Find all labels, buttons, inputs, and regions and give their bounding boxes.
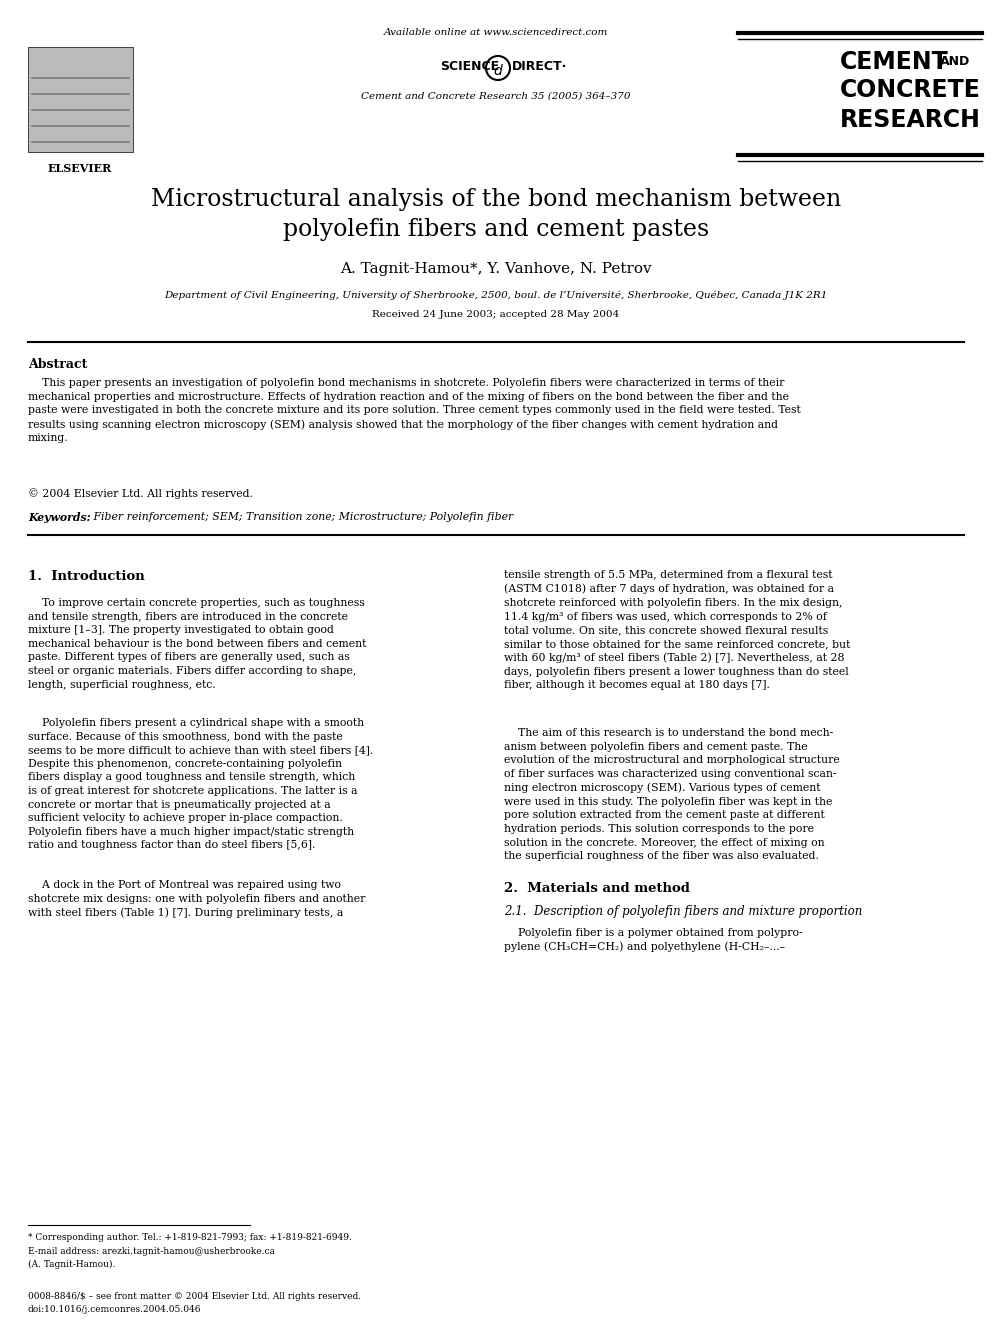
Text: Polyolefin fibers present a cylindrical shape with a smooth
surface. Because of : Polyolefin fibers present a cylindrical … [28, 718, 373, 851]
Text: Received 24 June 2003; accepted 28 May 2004: Received 24 June 2003; accepted 28 May 2… [372, 310, 620, 319]
Text: Polyolefin fiber is a polymer obtained from polypro-
pylene (CH₃CH=CH₂) and poly: Polyolefin fiber is a polymer obtained f… [504, 927, 803, 953]
Bar [28, 48, 133, 152]
Text: doi:10.1016/j.cemconres.2004.05.046: doi:10.1016/j.cemconres.2004.05.046 [28, 1304, 201, 1314]
Text: DIRECT·: DIRECT· [512, 60, 567, 73]
Text: Available online at www.sciencedirect.com: Available online at www.sciencedirect.co… [384, 28, 608, 37]
Text: 2.1.  Description of polyolefin fibers and mixture proportion: 2.1. Description of polyolefin fibers an… [504, 905, 862, 918]
Text: * Corresponding author. Tel.: +1-819-821-7993; fax: +1-819-821-6949.: * Corresponding author. Tel.: +1-819-821… [28, 1233, 352, 1242]
Text: Cement and Concrete Research 35 (2005) 364–370: Cement and Concrete Research 35 (2005) 3… [361, 93, 631, 101]
Text: polyolefin fibers and cement pastes: polyolefin fibers and cement pastes [283, 218, 709, 241]
Text: (A. Tagnit-Hamou).: (A. Tagnit-Hamou). [28, 1259, 115, 1269]
Text: Microstructural analysis of the bond mechanism between: Microstructural analysis of the bond mec… [151, 188, 841, 210]
Text: 1.  Introduction: 1. Introduction [28, 570, 145, 583]
Text: CONCRETE: CONCRETE [840, 78, 981, 102]
Text: SCIENCE: SCIENCE [440, 60, 499, 73]
Text: RESEARCH: RESEARCH [840, 108, 981, 132]
Text: ELSEVIER: ELSEVIER [48, 163, 112, 175]
Text: © 2004 Elsevier Ltd. All rights reserved.: © 2004 Elsevier Ltd. All rights reserved… [28, 488, 253, 499]
Text: A dock in the Port of Montreal was repaired using two
shotcrete mix designs: one: A dock in the Port of Montreal was repai… [28, 880, 365, 918]
Text: The aim of this research is to understand the bond mech-
anism between polyolefi: The aim of this research is to understan… [504, 728, 840, 861]
Text: AND: AND [940, 56, 970, 67]
Text: E-mail address: arezki.tagnit-hamou@usherbrooke.ca: E-mail address: arezki.tagnit-hamou@ushe… [28, 1248, 275, 1256]
Text: This paper presents an investigation of polyolefin bond mechanisms in shotcrete.: This paper presents an investigation of … [28, 378, 801, 443]
Text: Keywords:: Keywords: [28, 512, 90, 523]
Text: A. Tagnit-Hamou*, Y. Vanhove, N. Petrov: A. Tagnit-Hamou*, Y. Vanhove, N. Petrov [340, 262, 652, 277]
Text: CEMENT: CEMENT [840, 50, 948, 74]
Text: Abstract: Abstract [28, 359, 87, 370]
Text: 2.  Materials and method: 2. Materials and method [504, 882, 689, 894]
Text: 0008-8846/$ – see front matter © 2004 Elsevier Ltd. All rights reserved.: 0008-8846/$ – see front matter © 2004 El… [28, 1293, 361, 1301]
Text: tensile strength of 5.5 MPa, determined from a flexural test
(ASTM C1018) after : tensile strength of 5.5 MPa, determined … [504, 570, 850, 691]
Text: To improve certain concrete properties, such as toughness
and tensile strength, : To improve certain concrete properties, … [28, 598, 366, 689]
Text: Fiber reinforcement; SEM; Transition zone; Microstructure; Polyolefin fiber: Fiber reinforcement; SEM; Transition zon… [90, 512, 513, 523]
Text: Department of Civil Engineering, University of Sherbrooke, 2500, boul. de l’Univ: Department of Civil Engineering, Univers… [165, 290, 827, 299]
Text: d: d [494, 64, 502, 78]
